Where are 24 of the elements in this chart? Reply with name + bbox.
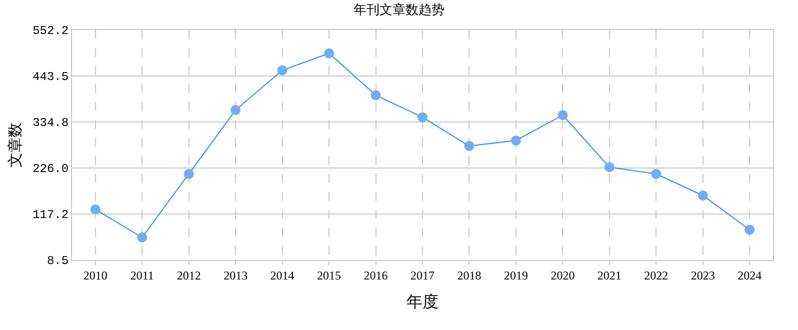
x-tick-label: 2011 <box>130 268 154 282</box>
x-tick-label: 2013 <box>224 268 248 282</box>
x-tick-label: 2023 <box>690 268 715 282</box>
x-tick-label: 2020 <box>550 268 575 282</box>
x-tick-label: 2017 <box>410 268 434 282</box>
x-tick-label: 2015 <box>317 268 342 282</box>
y-tick-label: 117.2 <box>32 208 69 222</box>
x-tick-label: 2014 <box>270 268 294 282</box>
y-tick-label: 552.2 <box>32 24 69 38</box>
x-tick-label: 2012 <box>176 268 201 282</box>
x-tick-label: 2024 <box>738 268 762 282</box>
y-tick-label: 443.5 <box>32 70 69 84</box>
y-tick-label: 334.8 <box>32 116 69 130</box>
y-tick-label: 226.0 <box>32 162 69 176</box>
y-axis-title: 文章数 <box>6 122 24 168</box>
x-tick-label: 2022 <box>644 268 668 282</box>
x-tick-label: 2016 <box>364 268 388 282</box>
y-tick-label: 8.5 <box>46 254 69 268</box>
x-axis-title: 年度 <box>406 293 438 312</box>
x-tick-label: 2021 <box>597 268 622 282</box>
x-tick-label: 2019 <box>504 268 528 282</box>
chart-title: 年刊文章数趋势 <box>354 2 444 18</box>
x-tick-label: 2018 <box>457 268 482 282</box>
x-tick-label: 2010 <box>83 268 108 282</box>
